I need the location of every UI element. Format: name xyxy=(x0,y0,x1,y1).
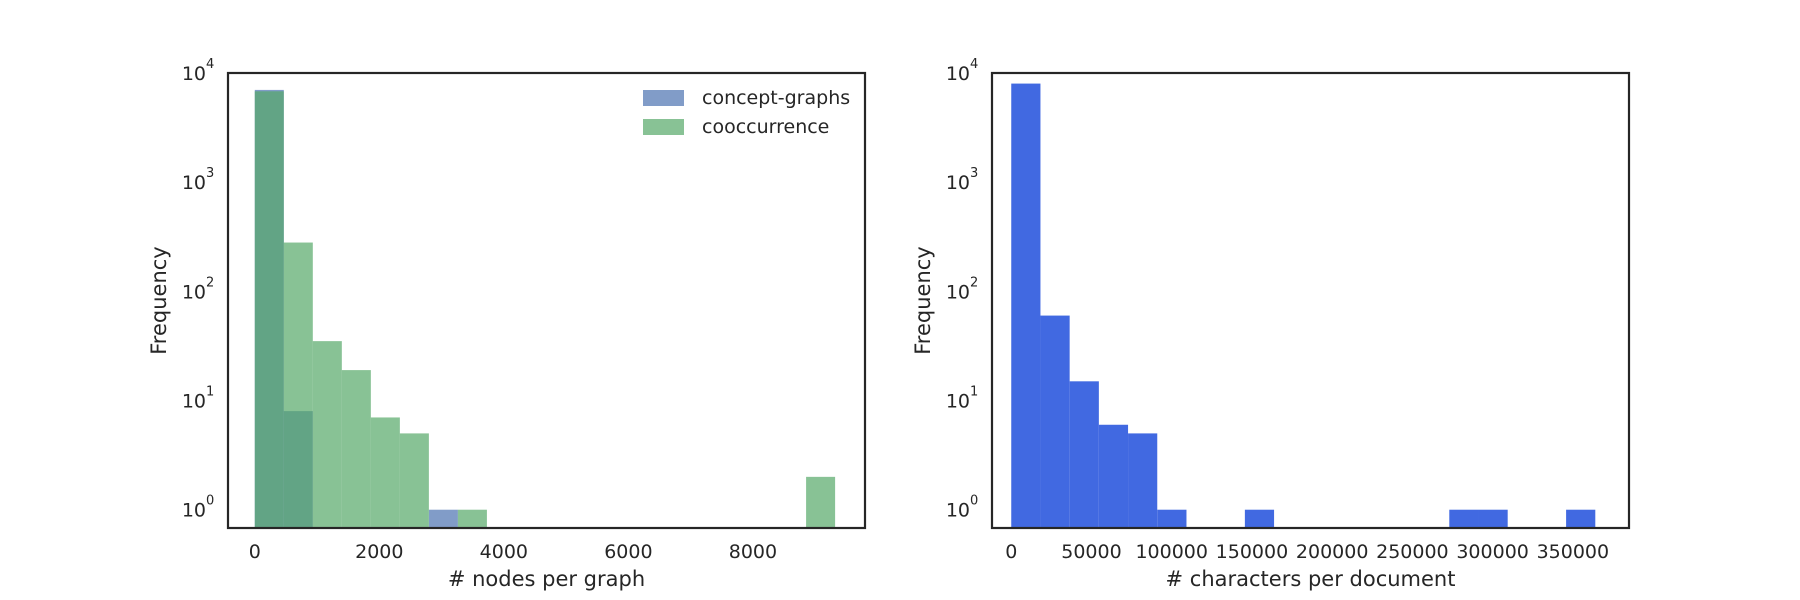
y-tick-exponent: 1 xyxy=(970,385,978,400)
histogram-bar xyxy=(1157,509,1187,528)
histogram-bar xyxy=(1566,509,1596,528)
y-tick-label: 10 xyxy=(182,63,206,85)
y-tick-label: 10 xyxy=(946,63,970,85)
x-tick-label: 0 xyxy=(249,541,261,563)
histogram-bar xyxy=(1098,424,1129,528)
x-axis-label: # characters per document xyxy=(1166,567,1456,591)
histogram-bar xyxy=(1069,381,1099,528)
plot-frame xyxy=(226,71,867,530)
legend-label: concept-graphs xyxy=(702,87,850,109)
x-tick-label: 150000 xyxy=(1216,541,1289,563)
legend: concept-graphs cooccurrence xyxy=(643,87,850,138)
y-tick-exponent: 3 xyxy=(970,166,978,181)
x-tick-label: 2000 xyxy=(355,541,403,563)
y-tick-exponent: 3 xyxy=(206,166,214,181)
y-axis-label: Frequency xyxy=(911,246,935,355)
y-tick-exponent: 4 xyxy=(206,57,214,72)
legend-swatch xyxy=(643,90,684,106)
y-tick-label: 10 xyxy=(182,391,206,413)
histogram-bar xyxy=(1128,433,1158,528)
y-tick-exponent: 1 xyxy=(206,385,214,400)
histogram-bar xyxy=(370,417,400,528)
plot-frame xyxy=(990,71,1631,530)
y-tick-exponent: 0 xyxy=(206,494,214,509)
x-tick-label: 0 xyxy=(1005,541,1017,563)
y-tick-exponent: 0 xyxy=(970,494,978,509)
x-tick-label: 8000 xyxy=(729,541,777,563)
x-tick-label: 6000 xyxy=(604,541,652,563)
y-tick-label: 10 xyxy=(946,500,970,522)
x-axis-label: # nodes per graph xyxy=(448,567,645,591)
series-0 xyxy=(1011,83,1596,528)
histogram-bar xyxy=(1244,509,1275,528)
histogram-bar xyxy=(428,509,458,528)
x-tick-label: 100000 xyxy=(1135,541,1208,563)
y-tick-exponent: 2 xyxy=(206,275,214,290)
x-tick-label: 4000 xyxy=(480,541,528,563)
histogram-bar xyxy=(1449,509,1479,528)
y-tick-label: 10 xyxy=(946,172,970,194)
x-tick-label: 50000 xyxy=(1061,541,1121,563)
histogram-bar xyxy=(806,476,836,528)
y-tick-exponent: 4 xyxy=(970,57,978,72)
y-tick-label: 10 xyxy=(946,391,970,413)
histogram-characters-per-document: 0 50000 100000 150000 200000 250000 300000 3500… xyxy=(911,57,1631,591)
y-tick-label: 10 xyxy=(182,500,206,522)
histogram-bar xyxy=(457,509,487,528)
series-1 xyxy=(254,91,836,529)
histogram-bar xyxy=(399,433,429,528)
histogram-bar xyxy=(1011,83,1041,528)
y-tick-label: 10 xyxy=(946,281,970,303)
y-tick-label: 10 xyxy=(182,172,206,194)
y-axis-label: Frequency xyxy=(147,246,171,355)
histogram-bar xyxy=(254,91,284,528)
histogram-bar xyxy=(312,341,342,528)
histogram-bar xyxy=(283,242,313,529)
legend-label: cooccurrence xyxy=(702,116,829,138)
y-tick-exponent: 2 xyxy=(970,275,978,290)
legend-swatch xyxy=(643,119,684,135)
x-tick-label: 300000 xyxy=(1456,541,1529,563)
y-tick-label: 10 xyxy=(182,281,206,303)
histogram-bar xyxy=(1478,509,1508,528)
x-tick-label: 250000 xyxy=(1376,541,1449,563)
x-tick-label: 200000 xyxy=(1296,541,1369,563)
histogram-bar xyxy=(341,370,371,528)
x-tick-label: 350000 xyxy=(1537,541,1610,563)
histogram-bar xyxy=(1040,315,1070,528)
